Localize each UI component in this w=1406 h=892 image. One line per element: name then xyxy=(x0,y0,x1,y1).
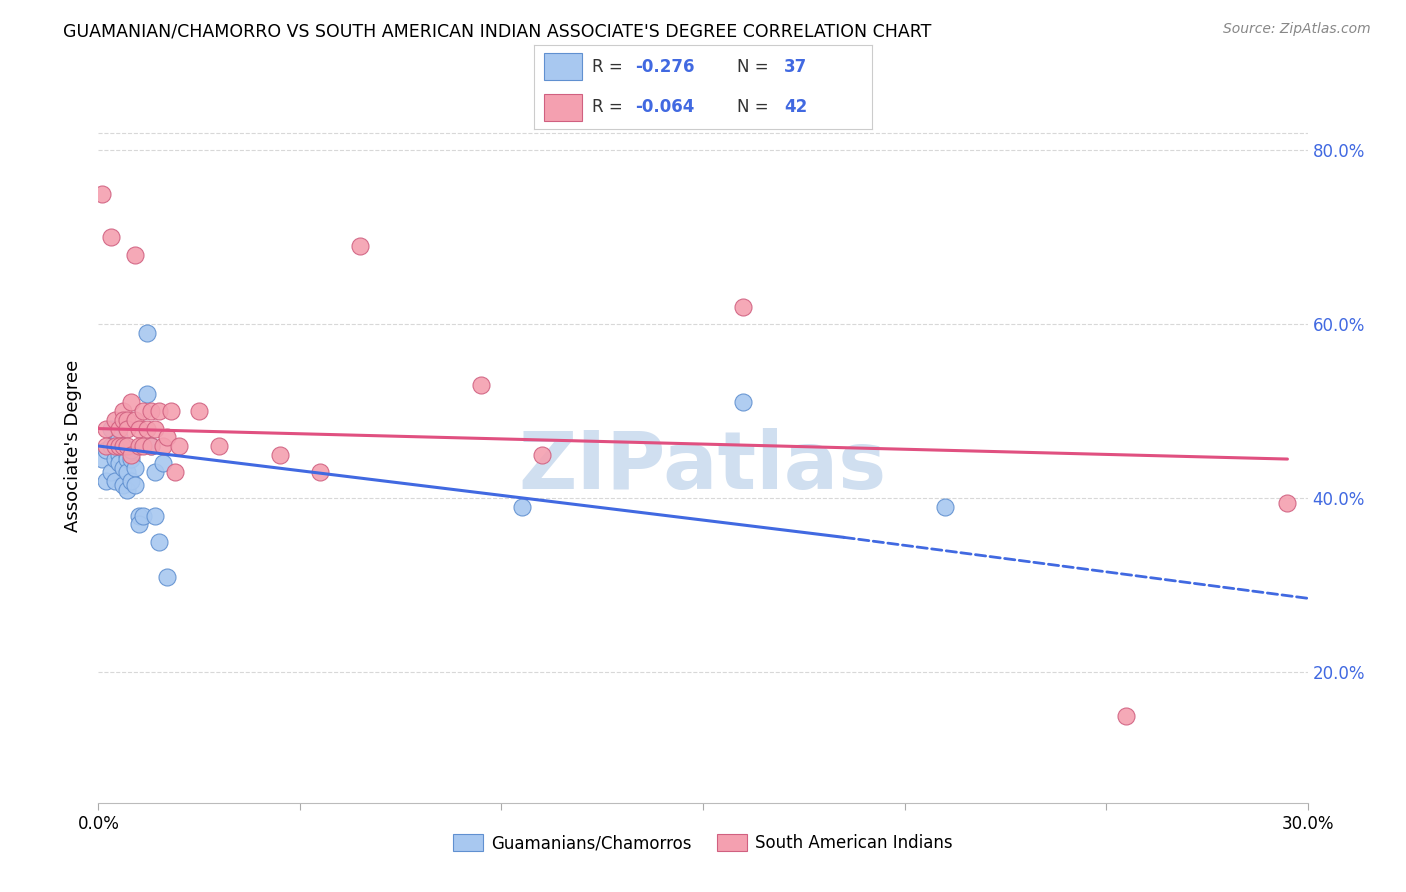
Point xyxy=(309,465,332,479)
Point xyxy=(115,452,138,467)
Point xyxy=(115,439,138,453)
Y-axis label: Associate's Degree: Associate's Degree xyxy=(63,359,82,533)
Point xyxy=(934,500,956,514)
Point xyxy=(139,439,162,453)
Point xyxy=(132,404,155,418)
Point xyxy=(167,439,190,453)
Point xyxy=(115,421,138,435)
Point xyxy=(530,448,553,462)
Point xyxy=(96,421,118,435)
Point xyxy=(733,395,755,409)
Text: 42: 42 xyxy=(785,98,807,116)
Point xyxy=(111,439,134,453)
Point xyxy=(120,443,142,458)
Point xyxy=(132,439,155,453)
Point xyxy=(163,465,186,479)
Point xyxy=(120,395,142,409)
Point xyxy=(148,404,170,418)
Point xyxy=(1115,708,1137,723)
Point xyxy=(128,421,150,435)
Point xyxy=(107,430,129,444)
Point xyxy=(148,534,170,549)
Point xyxy=(156,430,179,444)
Point xyxy=(124,478,146,492)
Point xyxy=(96,443,118,458)
Text: R =: R = xyxy=(592,58,623,76)
Point xyxy=(160,404,183,418)
Bar xyxy=(544,94,582,120)
Point xyxy=(107,439,129,453)
Point xyxy=(111,439,134,453)
Point xyxy=(143,508,166,523)
Point xyxy=(128,508,150,523)
Point xyxy=(188,404,211,418)
Point xyxy=(208,439,231,453)
Point xyxy=(115,483,138,497)
Text: R =: R = xyxy=(592,98,623,116)
Point xyxy=(96,474,118,488)
Point xyxy=(103,413,125,427)
Point xyxy=(128,439,150,453)
Point xyxy=(143,465,166,479)
Point xyxy=(135,326,157,340)
Text: ZIPatlas: ZIPatlas xyxy=(519,428,887,507)
Text: 37: 37 xyxy=(785,58,807,76)
Point xyxy=(135,421,157,435)
Point xyxy=(103,474,125,488)
Point xyxy=(100,465,122,479)
Point xyxy=(111,413,134,427)
Point xyxy=(100,421,122,435)
Point xyxy=(120,452,142,467)
Point xyxy=(107,457,129,471)
Point xyxy=(120,474,142,488)
Point xyxy=(115,465,138,479)
Bar xyxy=(544,54,582,80)
Text: N =: N = xyxy=(737,98,768,116)
Point xyxy=(111,460,134,475)
Text: GUAMANIAN/CHAMORRO VS SOUTH AMERICAN INDIAN ASSOCIATE'S DEGREE CORRELATION CHART: GUAMANIAN/CHAMORRO VS SOUTH AMERICAN IND… xyxy=(63,22,932,40)
Text: -0.276: -0.276 xyxy=(636,58,695,76)
Point xyxy=(100,230,122,244)
Point xyxy=(128,517,150,532)
Text: Source: ZipAtlas.com: Source: ZipAtlas.com xyxy=(1223,22,1371,37)
Point xyxy=(152,439,174,453)
Point xyxy=(132,508,155,523)
Point xyxy=(115,413,138,427)
Point xyxy=(124,413,146,427)
Point xyxy=(107,448,129,462)
Point xyxy=(120,448,142,462)
Point xyxy=(139,439,162,453)
Point xyxy=(111,404,134,418)
Legend: Guamanians/Chamorros, South American Indians: Guamanians/Chamorros, South American Ind… xyxy=(447,827,959,859)
Point xyxy=(115,448,138,462)
Text: N =: N = xyxy=(737,58,768,76)
Point xyxy=(91,186,114,201)
Point xyxy=(107,421,129,435)
Point xyxy=(152,457,174,471)
Point xyxy=(124,460,146,475)
Point xyxy=(96,439,118,453)
Point xyxy=(349,239,371,253)
Point xyxy=(124,247,146,261)
Point xyxy=(156,569,179,583)
Point xyxy=(100,439,122,453)
Point xyxy=(1277,495,1299,509)
Point xyxy=(111,478,134,492)
Point xyxy=(91,452,114,467)
Point xyxy=(510,500,533,514)
Text: -0.064: -0.064 xyxy=(636,98,695,116)
Point xyxy=(135,386,157,401)
Point xyxy=(103,452,125,467)
Point xyxy=(103,439,125,453)
Point xyxy=(143,421,166,435)
Point xyxy=(733,300,755,314)
Point xyxy=(139,404,162,418)
Point xyxy=(470,378,492,392)
Point xyxy=(269,448,291,462)
